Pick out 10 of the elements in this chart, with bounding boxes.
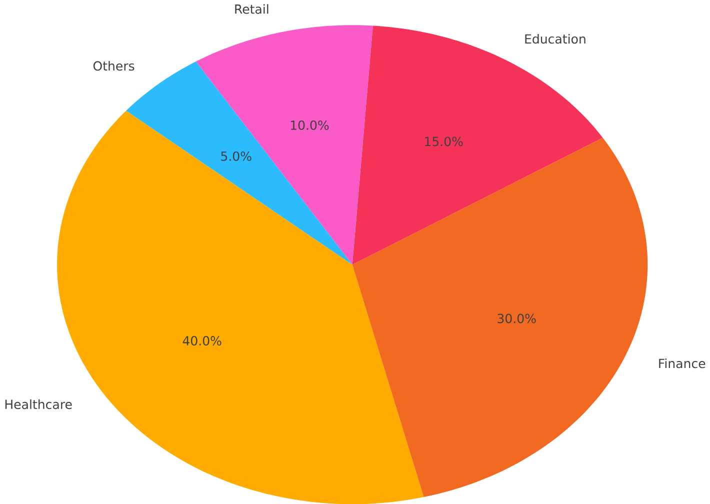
slice-label: Finance	[659, 358, 706, 368]
data-label: 40.0%	[182, 336, 222, 346]
slice-label: Education	[525, 34, 586, 44]
slice-label: Retail	[235, 4, 268, 14]
data-label: 5.0%	[221, 151, 252, 161]
data-label: 10.0%	[290, 120, 329, 130]
slice-label: Others	[93, 60, 134, 71]
data-label: 30.0%	[498, 314, 536, 324]
slice-label: Healthcare	[5, 399, 72, 410]
data-label: 15.0%	[425, 136, 463, 146]
